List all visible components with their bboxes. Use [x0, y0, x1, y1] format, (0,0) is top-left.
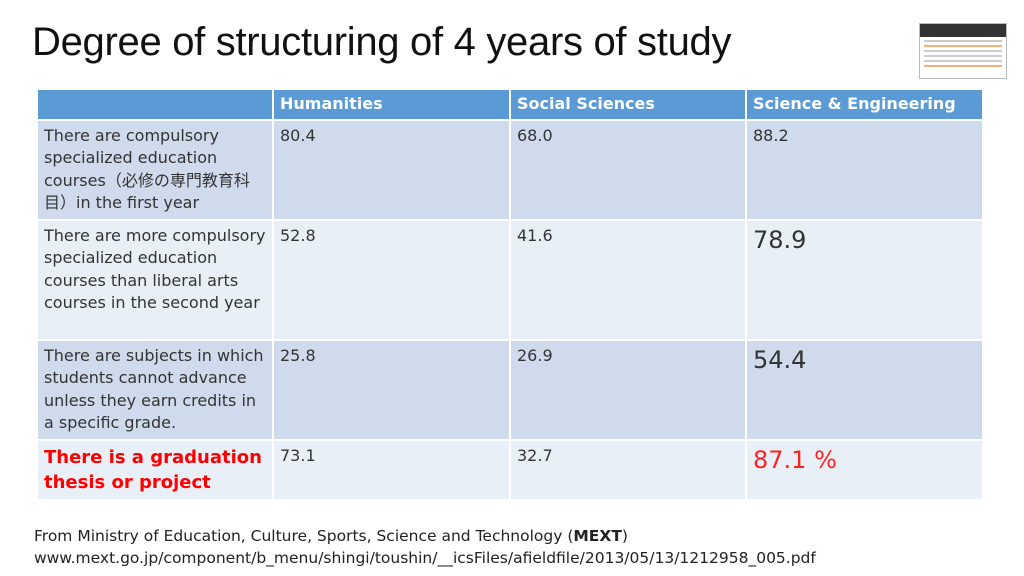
cell-value: 54.4 [745, 338, 984, 441]
cell-value-highlight: 87.1 % [745, 438, 984, 501]
source-text-end: ) [621, 527, 628, 545]
cell-value: 26.9 [509, 338, 747, 441]
header-science-engineering: Science & Engineering [745, 88, 984, 121]
header-humanities: Humanities [272, 88, 511, 121]
cell-value: 68.0 [509, 118, 747, 221]
source-text: From Ministry of Education, Culture, Spo… [34, 527, 574, 545]
cell-value: 25.8 [272, 338, 511, 441]
cell-value: 80.4 [272, 118, 511, 221]
cell-value: 52.8 [272, 218, 511, 341]
source-abbrev: MEXT [573, 527, 622, 545]
table-row: There are compulsory specialized educati… [36, 118, 984, 221]
table-row: There are subjects in which students can… [36, 338, 984, 441]
table-header-row: Humanities Social Sciences Science & Eng… [36, 88, 984, 121]
table-row: There is a graduation thesis or project … [36, 438, 984, 501]
cell-value: 32.7 [509, 438, 747, 501]
cell-value: 88.2 [745, 118, 984, 221]
header-blank [36, 88, 274, 121]
source-url: www.mext.go.jp/component/b_menu/shingi/t… [34, 549, 816, 567]
source-document-thumbnail [919, 23, 1007, 79]
data-table: Humanities Social Sciences Science & Eng… [36, 88, 984, 501]
cell-value: 41.6 [509, 218, 747, 341]
table-row: There are more compulsory specialized ed… [36, 218, 984, 341]
row-label: There are more compulsory specialized ed… [36, 218, 274, 341]
cell-value: 78.9 [745, 218, 984, 341]
row-label: There are subjects in which students can… [36, 338, 274, 441]
slide-title: Degree of structuring of 4 years of stud… [32, 20, 732, 64]
source-footer: From Ministry of Education, Culture, Spo… [34, 525, 816, 569]
row-label-highlight: There is a graduation thesis or project [36, 438, 274, 501]
row-label: There are compulsory specialized educati… [36, 118, 274, 221]
cell-value: 73.1 [272, 438, 511, 501]
header-social-sciences: Social Sciences [509, 88, 747, 121]
